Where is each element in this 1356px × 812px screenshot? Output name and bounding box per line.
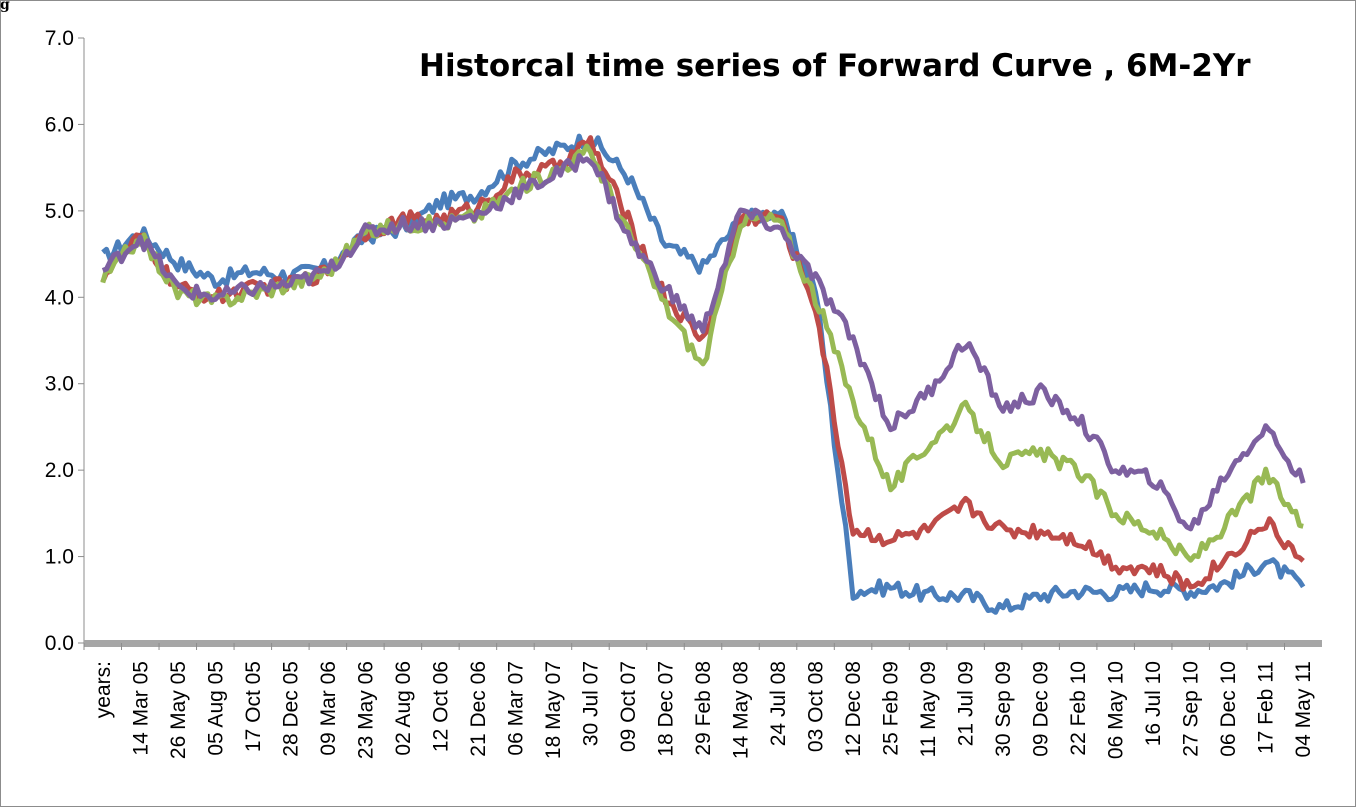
x-tick-label: 09 Oct 07 — [617, 661, 640, 752]
x-tick-label: 28 Dec 05 — [279, 661, 302, 757]
x-tick-label: 06 Dec 10 — [1217, 661, 1240, 757]
x-tick-label: 18 May 07 — [542, 661, 565, 759]
x-tick-label: 05 Aug 05 — [204, 661, 227, 756]
y-tick-label: 0.0 — [45, 632, 74, 655]
x-tick-label: 11 May 09 — [917, 661, 940, 758]
x-tick-label: 12 Oct 06 — [429, 661, 452, 752]
x-tick-label: 21 Jul 09 — [955, 661, 978, 746]
x-tick-label: 06 May 10 — [1105, 661, 1128, 759]
x-tick-label: 17 Feb 11 — [1255, 661, 1278, 754]
x-tick-label: 14 Mar 05 — [129, 661, 152, 756]
y-tick-label: 2.0 — [45, 459, 74, 482]
x-tick-label: 21 Dec 06 — [467, 661, 490, 757]
x-tick-label: 04 May 11 — [1292, 661, 1315, 758]
chart-title: Historcal time series of Forward Curve ,… — [419, 48, 1251, 84]
x-tick-label: 30 Jul 07 — [579, 661, 602, 746]
x-tick-label: 29 Feb 08 — [692, 661, 715, 756]
x-tick-label: 06 Mar 07 — [504, 661, 527, 756]
x-tick-label: 27 Sep 10 — [1180, 661, 1203, 757]
x-tick-label: 03 Oct 08 — [805, 661, 828, 752]
x-tick-label: 09 Mar 06 — [317, 661, 340, 756]
x-tick-label: 30 Sep 09 — [992, 661, 1015, 757]
y-tick-label: 5.0 — [45, 200, 74, 223]
x-tick-label: 17 Oct 05 — [242, 661, 265, 752]
x-tick-label: 02 Aug 06 — [392, 661, 415, 756]
x-tick-label: 18 Dec 07 — [654, 661, 677, 757]
y-tick-label: 3.0 — [45, 373, 74, 396]
y-tick-label: 6.0 — [45, 113, 74, 136]
x-tick-label: 26 May 05 — [167, 661, 190, 759]
x-axis-line — [84, 640, 1322, 647]
x-tick-label: 09 Dec 09 — [1030, 661, 1053, 757]
y-tick-label: 7.0 — [45, 27, 74, 50]
x-tick-label: 23 May 06 — [354, 661, 377, 759]
x-tick-label: 16 Jul 10 — [1142, 661, 1165, 746]
x-tick-label: 25 Feb 09 — [880, 661, 903, 756]
x-tick-label: 14 May 08 — [730, 661, 753, 759]
top-left-fragment: g — [0, 0, 10, 13]
x-tick-label: 12 Dec 08 — [842, 661, 865, 757]
x-tick-label: 22 Feb 10 — [1067, 661, 1090, 756]
y-tick-label: 1.0 — [45, 546, 74, 569]
y-tick-label: 4.0 — [45, 286, 74, 309]
x-tick-label: years: — [92, 661, 115, 718]
x-tick-label: 24 Jul 08 — [767, 661, 790, 746]
